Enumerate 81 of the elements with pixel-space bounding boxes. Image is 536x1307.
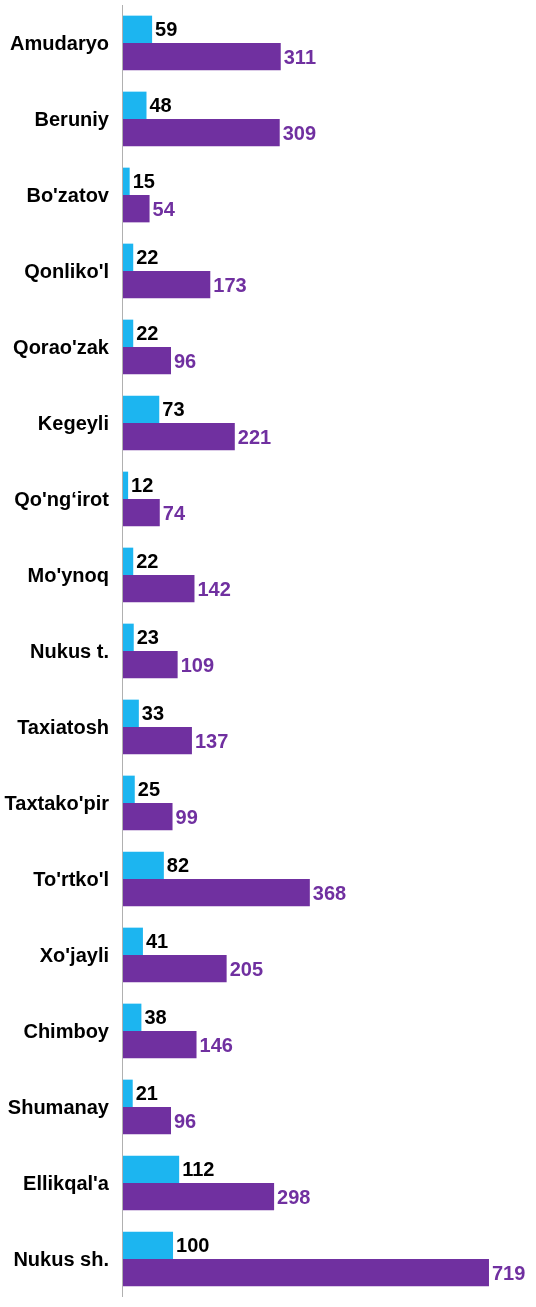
data-label: 33 (141, 702, 165, 725)
data-label: 48 (149, 94, 172, 117)
data-label: 12 (131, 474, 154, 497)
bar (122, 499, 160, 527)
y-tick-label: Ellikqal'a (23, 1172, 110, 1194)
bar (122, 347, 171, 375)
y-tick-label: Nukus sh. (13, 1248, 109, 1270)
bar (122, 651, 178, 679)
bar (122, 699, 139, 727)
bar (122, 271, 211, 299)
data-label: 96 (174, 1109, 197, 1132)
data-label: 112 (182, 1158, 215, 1181)
data-label: 15 (132, 170, 155, 193)
data-label: 368 (312, 881, 347, 904)
y-tick-label: Qo'ng‘irot (14, 488, 110, 510)
bar (122, 167, 130, 195)
data-label: 298 (277, 1185, 311, 1208)
y-tick-label: Taxtako'pir (4, 792, 110, 814)
y-tick-label: Bo'zatov (26, 184, 110, 206)
bar (122, 395, 160, 423)
bar (122, 423, 235, 451)
data-label: 221 (237, 425, 272, 448)
y-tick-label: Qorao'zak (13, 336, 110, 358)
bar (122, 927, 143, 955)
y-tick-label: Shumanay (7, 1096, 110, 1118)
data-label: 99 (175, 805, 198, 828)
data-label: 38 (144, 1006, 167, 1029)
bar (122, 575, 195, 603)
bar (122, 851, 164, 879)
bar (122, 623, 134, 651)
y-tick-label: Xo'jayli (39, 944, 109, 966)
y-tick-label: Qonliko'l (24, 260, 109, 282)
bar (122, 91, 147, 119)
y-tick-label: Beruniy (34, 108, 110, 130)
y-tick-label: Taxiatosh (17, 716, 109, 738)
bar (122, 955, 227, 983)
data-label: 25 (137, 778, 161, 801)
bar (122, 43, 281, 71)
bar (122, 727, 192, 755)
data-label: 96 (174, 349, 197, 372)
y-tick-label: Amudaryo (10, 32, 109, 54)
bar (122, 1107, 171, 1135)
bar (122, 1183, 275, 1211)
bar (122, 1231, 174, 1259)
bar (122, 195, 150, 223)
data-label: 82 (166, 854, 190, 877)
data-label: 59 (155, 18, 178, 41)
data-label: 146 (199, 1033, 233, 1056)
data-label: 73 (162, 398, 185, 421)
data-label: 23 (136, 626, 159, 649)
data-label: 142 (197, 577, 231, 600)
bar (122, 879, 310, 907)
data-label: 41 (145, 930, 169, 953)
y-tick-label: Chimboy (23, 1020, 110, 1042)
data-label: 22 (136, 322, 159, 345)
data-label: 719 (491, 1261, 526, 1284)
data-label: 309 (282, 121, 317, 144)
bar (122, 1079, 133, 1107)
bar (122, 803, 173, 831)
data-label: 54 (152, 197, 176, 220)
data-label: 109 (180, 653, 215, 676)
data-label: 137 (194, 729, 229, 752)
data-label: 22 (136, 550, 159, 573)
bar (122, 1259, 489, 1287)
y-tick-label: Kegeyli (37, 412, 109, 434)
data-label: 21 (135, 1082, 158, 1105)
data-label: 311 (283, 45, 317, 68)
bar (122, 1031, 197, 1059)
data-label: 100 (176, 1234, 210, 1257)
y-tick-label: Nukus t. (30, 640, 109, 662)
bar (122, 775, 135, 803)
bar (122, 15, 153, 43)
y-tick-label: To'rtko'l (33, 868, 109, 890)
data-label: 22 (136, 246, 159, 269)
bar (122, 1003, 142, 1031)
bar (122, 119, 280, 147)
data-label: 205 (229, 957, 264, 980)
data-label: 74 (162, 501, 186, 524)
y-tick-label: Mo'ynoq (27, 564, 109, 586)
bar (122, 1155, 180, 1183)
data-label: 173 (213, 273, 247, 296)
